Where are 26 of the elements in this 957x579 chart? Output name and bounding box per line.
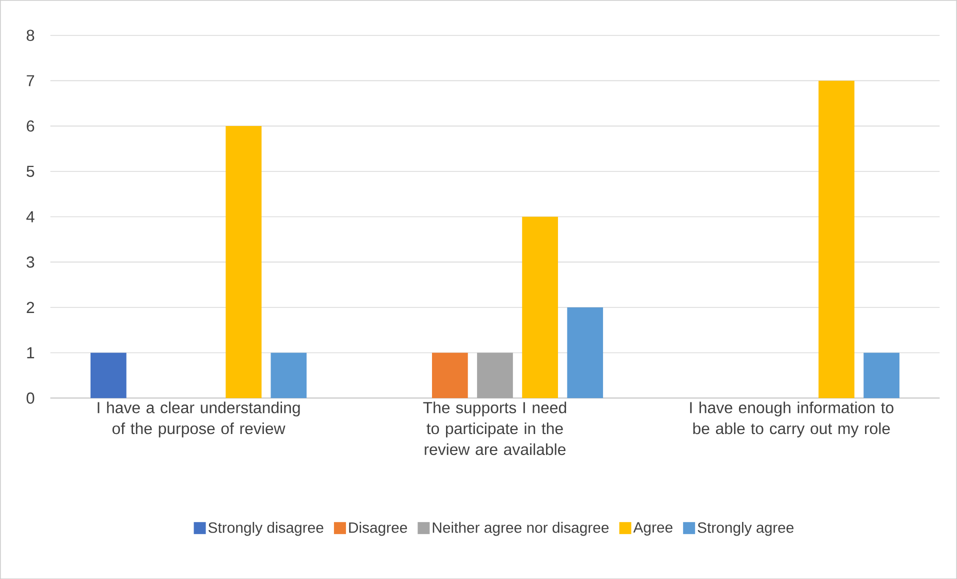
legend-label: Disagree [349,522,408,536]
legend-label: Strongly agree [698,522,794,536]
legend-label: Strongly disagree [208,522,324,536]
bar [90,352,126,398]
x-tick-label: I have enough information to be able to carry out my role [690,401,894,438]
bar [477,352,513,398]
y-tick-label: 1 [27,347,34,358]
x-tick-label: The supports I need to participate in the review are available [423,401,566,455]
y-tick-label: 7 [26,75,34,86]
legend-label: Agree [633,522,672,536]
bar [522,216,558,398]
bar [270,352,307,398]
x-tick-label: I have a clear understanding of the purpose of review [98,401,300,438]
bar [818,80,854,398]
bar [226,126,262,398]
y-tick-label: 0 [26,392,34,404]
y-tick-label: 2 [26,302,34,313]
bar [432,352,468,398]
y-tick-label: 3 [26,256,34,268]
legend-label: Neither agree nor disagree [432,522,609,536]
y-tick-label: 8 [26,30,34,41]
y-tick-label: 5 [26,166,34,177]
y-tick-label: 4 [26,211,34,222]
bar [567,307,604,398]
bar [864,352,900,398]
y-tick-label: 6 [26,120,34,132]
